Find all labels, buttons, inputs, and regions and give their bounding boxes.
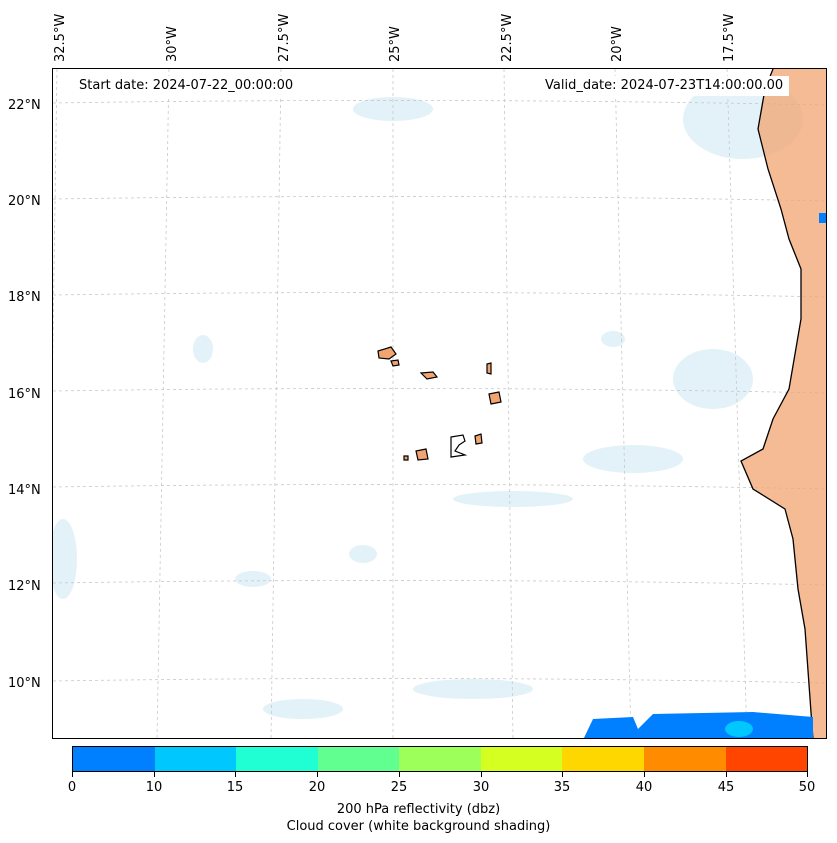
cloud-patch bbox=[235, 571, 271, 587]
colorbar-tick-mark bbox=[562, 772, 563, 777]
cloud-patch bbox=[193, 335, 213, 363]
lat-label-14n: 14°N bbox=[8, 483, 41, 498]
meridian-32-5w bbox=[53, 69, 58, 365]
colorbar-tick-label: 40 bbox=[635, 780, 653, 795]
start-date-label: Start date: 2024-07-22_00:00:00 bbox=[73, 76, 300, 96]
cloud-patch bbox=[353, 97, 433, 121]
island-santo-antao bbox=[377, 346, 397, 360]
parallel-22n bbox=[53, 100, 826, 106]
parallel-20n bbox=[53, 196, 826, 202]
lon-label-22-5w: 22.5°W bbox=[500, 13, 515, 62]
colorbar-tick-mark bbox=[235, 772, 236, 777]
colorbar-tick-label: 0 bbox=[67, 780, 77, 795]
island-maio bbox=[474, 433, 483, 445]
island-fogo bbox=[415, 448, 429, 461]
meridian-17-5w bbox=[726, 69, 748, 738]
meridian-30w bbox=[156, 69, 170, 738]
colorbar-tick-label: 35 bbox=[553, 780, 571, 795]
reflectivity-spot bbox=[819, 213, 826, 223]
colorbar-tick-label: 20 bbox=[308, 780, 326, 795]
colorbar-tick-mark bbox=[72, 772, 73, 777]
cloud-patch bbox=[263, 699, 343, 719]
colorbar-tick-mark bbox=[644, 772, 645, 777]
cloud-patch bbox=[601, 331, 625, 347]
island-sal bbox=[486, 362, 492, 375]
colorbar-segment-10-15 bbox=[154, 747, 237, 771]
colorbar-segment-35-40 bbox=[562, 747, 644, 771]
island-sao-vicente bbox=[390, 359, 400, 367]
africa-coastline bbox=[740, 69, 814, 738]
cloud-patch bbox=[413, 679, 533, 699]
lon-label-25w: 25°W bbox=[388, 26, 403, 62]
meridian-22-5w bbox=[503, 69, 514, 738]
lat-label-22n: 22°N bbox=[8, 98, 41, 113]
island-boa-vista bbox=[488, 391, 502, 405]
lon-label-32-5w: 32.5°W bbox=[53, 13, 68, 62]
parallel-14n bbox=[53, 484, 826, 490]
colorbar-tick-label: 30 bbox=[472, 780, 490, 795]
colorbar-tick-mark bbox=[154, 772, 155, 777]
colorbar-segment-0-10 bbox=[73, 747, 155, 771]
reflectivity-core bbox=[725, 721, 753, 737]
parallel-12n bbox=[53, 580, 826, 586]
colorbar-subtitle: Cloud cover (white background shading) bbox=[286, 819, 551, 834]
africa-landmass bbox=[741, 69, 826, 738]
parallel-10n bbox=[53, 678, 826, 684]
lon-label-17-5w: 17.5°W bbox=[722, 13, 737, 62]
colorbar-tick-label: 10 bbox=[145, 780, 163, 795]
map-canvas bbox=[53, 69, 826, 738]
colorbar-segment-40-45 bbox=[643, 747, 726, 771]
cloud-patch bbox=[453, 491, 573, 507]
reflectivity-band bbox=[583, 712, 813, 738]
lat-label-20n: 20°N bbox=[8, 194, 41, 209]
meridian-27-5w bbox=[270, 69, 282, 738]
meridian-20w bbox=[614, 69, 632, 738]
colorbar-title: 200 hPa reflectivity (dbz) bbox=[336, 802, 501, 817]
colorbar-segment-45-50 bbox=[725, 747, 808, 771]
colorbar-tick-label: 15 bbox=[226, 780, 244, 795]
valid-date-label: Valid_date: 2024-07-23T14:00:00.00 bbox=[539, 76, 790, 96]
lat-label-12n: 12°N bbox=[8, 579, 41, 594]
colorbar-tick-mark bbox=[399, 772, 400, 777]
cloud-patch bbox=[673, 349, 753, 409]
cloud-cover-shading bbox=[53, 79, 803, 719]
map-panel bbox=[52, 68, 827, 739]
colorbar-segment-20-25 bbox=[317, 747, 400, 771]
colorbar-tick-mark bbox=[726, 772, 727, 777]
colorbar-tick-label: 50 bbox=[798, 780, 816, 795]
colorbar-tick-mark bbox=[481, 772, 482, 777]
colorbar bbox=[72, 746, 808, 772]
reflectivity-echoes bbox=[583, 213, 826, 738]
cloud-patch bbox=[349, 545, 377, 563]
lon-label-27-5w: 27.5°W bbox=[277, 13, 292, 62]
cape-verde-islands bbox=[377, 346, 502, 461]
colorbar-segment-25-30 bbox=[399, 747, 481, 771]
lat-label-16n: 16°N bbox=[8, 387, 41, 402]
island-sao-nicolau bbox=[419, 371, 439, 380]
colorbar-segment-30-35 bbox=[480, 747, 563, 771]
graticule bbox=[53, 69, 826, 738]
colorbar-tick-mark bbox=[317, 772, 318, 777]
lon-label-20w: 20°W bbox=[610, 26, 625, 62]
lat-label-10n: 10°N bbox=[8, 676, 41, 691]
island-santiago bbox=[450, 434, 468, 458]
parallel-16n bbox=[53, 388, 826, 394]
colorbar-tick-label: 45 bbox=[717, 780, 735, 795]
colorbar-tick-mark bbox=[807, 772, 808, 777]
lon-label-30w: 30°W bbox=[165, 26, 180, 62]
parallel-18n bbox=[53, 292, 826, 298]
cloud-patch bbox=[53, 519, 77, 599]
cloud-patch bbox=[583, 445, 683, 473]
colorbar-segment-15-20 bbox=[236, 747, 318, 771]
colorbar-tick-label: 25 bbox=[390, 780, 408, 795]
island-brava bbox=[403, 455, 409, 461]
lat-label-18n: 18°N bbox=[8, 290, 41, 305]
